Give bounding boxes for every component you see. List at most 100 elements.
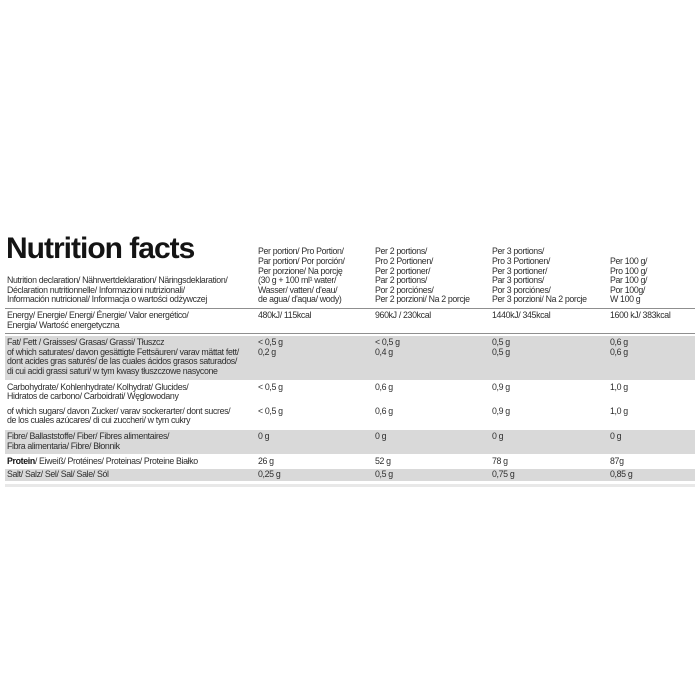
column-header-line: Per 3 portioner/ xyxy=(492,265,548,276)
value-fat-col3: 0,5 g xyxy=(492,346,510,357)
value-energy-col3: 1440kJ/ 345kcal xyxy=(492,310,551,320)
column-header-line: Wasser/ vatten/ d'eau/ xyxy=(258,284,338,295)
row-label: Fat/ Fett / Graisses/ Grasas/ Grassi/ Tł… xyxy=(5,338,258,348)
value-fat-col4: 0,6 g xyxy=(610,346,628,357)
table-header: Nutrition facts Nutrition declaration/ N… xyxy=(5,232,695,309)
label-line: Carbohydrate/ Kohlenhydrate/ Kolhydrat/ … xyxy=(7,381,189,392)
row-label: Energy/ Energie/ Energi/ Énergie/ Valor … xyxy=(5,310,258,330)
table-row-fibre: Fibre/ Ballaststoffe/ Fiber/ Fibres alim… xyxy=(5,429,695,455)
column-header-line: (30 g + 100 ml¹ water/ xyxy=(258,275,337,286)
row-entry: Fat/ Fett / Graisses/ Grasas/ Grassi/ Tł… xyxy=(5,338,695,348)
value-fibre-col1: 0 g xyxy=(258,430,270,441)
column-header-per-100-g: Per 100 g/Pro 100 g/Par 100 g/Por 100g/W… xyxy=(610,236,695,305)
value-salt-col3: 0,75 g xyxy=(492,468,515,479)
value-fibre-col4: 0 g xyxy=(610,430,622,441)
value-energy-col1: 480kJ/ 115kcal xyxy=(258,310,312,320)
declaration-line: Déclaration nutritionnelle/ Informazioni… xyxy=(7,284,185,295)
value-fibre-col3: 0 g xyxy=(492,430,504,441)
value-fibre-col2: 0 g xyxy=(375,430,387,441)
row-entry: of which saturates/ davon gesättigte Fet… xyxy=(5,346,695,377)
value-protein-col4: 87g xyxy=(610,456,624,467)
column-header-line: Per 3 portions/ xyxy=(492,246,544,257)
label-line: Salt/ Salz/ Sel/ Sal/ Sale/ Sól xyxy=(7,468,109,479)
row-entry: of which sugars/ davon Zucker/ varav soc… xyxy=(5,405,695,426)
row-entry: Salt/ Salz/ Sel/ Sal/ Sale/ Sól 0,25 g 0,5… xyxy=(5,468,695,480)
column-header-line: Por 100g/ xyxy=(610,284,645,295)
page-title: Nutrition facts xyxy=(6,232,195,265)
declaration-line: Información nutricional/ Informacja o wa… xyxy=(7,294,207,305)
table-row-energy: Energy/ Energie/ Energi/ Énergie/ Valor … xyxy=(5,309,695,335)
column-header-line: Per 2 portioner/ xyxy=(375,265,431,276)
column-header-line: Por 3 porciónes/ xyxy=(492,284,551,295)
label-line: Energia/ Wartość energetyczna xyxy=(7,319,120,330)
column-header-line: Par portion/ Por porción/ xyxy=(258,256,345,267)
row-entry: Fibre/ Ballaststoffe/ Fiber/ Fibres alim… xyxy=(5,430,695,451)
row-label: Salt/ Salz/ Sel/ Sal/ Sale/ Sól xyxy=(5,468,258,480)
column-header-line: Per porzione/ Na porcję xyxy=(258,265,343,276)
column-header-line: Per 100 g/ xyxy=(610,256,648,267)
label-line: di cui acidi grassi saturi/ w tym kwasy … xyxy=(7,365,218,376)
value-salt-col4: 0,85 g xyxy=(610,468,633,479)
value-carbohydrate-col4: 1,0 g xyxy=(610,381,628,392)
row-label: Fibre/ Ballaststoffe/ Fiber/ Fibres alim… xyxy=(5,430,258,451)
column-header-line: Per portion/ Pro Portion/ xyxy=(258,246,344,257)
row-entry: Protein/ Eiweiß/ Protéines/ Proteinas/ P… xyxy=(5,456,695,467)
value-carbohydrate-col4: 1,0 g xyxy=(610,405,628,416)
row-label: Protein/ Eiweiß/ Protéines/ Proteinas/ P… xyxy=(5,456,258,467)
declaration-line: Nutrition declaration/ Nährwertdeklarati… xyxy=(7,275,228,286)
value-energy-col4: 1600 kJ/ 383kcal xyxy=(610,310,671,320)
column-header-per-portion: Per portion/ Pro Portion/Par portion/ Po… xyxy=(258,236,375,305)
row-entry: Energy/ Energie/ Energi/ Énergie/ Valor … xyxy=(5,310,695,330)
column-header-line: Por 2 porciónes/ xyxy=(375,284,434,295)
value-fat-col1: 0,2 g xyxy=(258,346,276,357)
column-header-line: de agua/ d'aqua/ wody) xyxy=(258,294,342,305)
row-entry: Carbohydrate/ Kohlenhydrate/ Kolhydrat/ … xyxy=(5,381,695,402)
label-line: Hidratos de carbono/ Carboidrati/ Węglow… xyxy=(7,391,179,402)
table-bottom-rule xyxy=(5,484,695,488)
column-header-line: Pro 2 Portionen/ xyxy=(375,256,433,267)
nutrition-facts-table: Nutrition facts Nutrition declaration/ N… xyxy=(5,232,695,488)
row-label: of which saturates/ davon gesättigte Fet… xyxy=(5,346,258,377)
value-carbohydrate-col3: 0,9 g xyxy=(492,381,510,392)
table-row-protein: Protein/ Eiweiß/ Protéines/ Proteinas/ P… xyxy=(5,454,695,469)
table-row-fat: Fat/ Fett / Graisses/ Grasas/ Grassi/ Tł… xyxy=(5,336,695,380)
value-carbohydrate-col1: < 0,5 g xyxy=(258,381,283,392)
value-fat-col1: < 0,5 g xyxy=(258,337,283,348)
column-header-line: Pro 3 Portionen/ xyxy=(492,256,550,267)
value-salt-col2: 0,5 g xyxy=(375,468,393,479)
value-fat-col3: 0,5 g xyxy=(492,337,510,348)
column-header-line: Per 2 portions/ xyxy=(375,246,427,257)
header-label-cell: Nutrition facts Nutrition declaration/ N… xyxy=(5,232,258,305)
column-header-per-2-portions: Per 2 portions/Pro 2 Portionen/Per 2 por… xyxy=(375,236,492,305)
row-label: of which sugars/ davon Zucker/ varav soc… xyxy=(5,405,258,426)
value-carbohydrate-col2: 0,6 g xyxy=(375,405,393,416)
row-label: Carbohydrate/ Kohlenhydrate/ Kolhydrat/ … xyxy=(5,381,258,402)
table-row-carbohydrate: Carbohydrate/ Kohlenhydrate/ Kolhydrat/ … xyxy=(5,380,695,429)
nutrition-declaration: Nutrition declaration/ Nährwertdeklarati… xyxy=(5,276,258,305)
value-salt-col1: 0,25 g xyxy=(258,468,281,479)
label-line: of which saturates/ davon gesättigte Fet… xyxy=(7,346,239,357)
column-header-line: Per 2 porzioni/ Na 2 porcje xyxy=(375,294,470,305)
label-line: dont acides gras saturés/ de las cuales … xyxy=(7,356,237,367)
value-fat-col4: 0,6 g xyxy=(610,337,628,348)
value-protein-col3: 78 g xyxy=(492,456,508,467)
label-line: of which sugars/ davon Zucker/ varav soc… xyxy=(7,405,231,416)
label-line: Fat/ Fett / Graisses/ Grasas/ Grassi/ Tł… xyxy=(7,337,165,348)
value-fat-col2: 0,4 g xyxy=(375,346,393,357)
column-header-line: Par 100 g/ xyxy=(610,275,648,286)
label-line: Fibre/ Ballaststoffe/ Fiber/ Fibres alim… xyxy=(7,430,170,441)
value-carbohydrate-col2: 0,6 g xyxy=(375,381,393,392)
value-energy-col2: 960kJ / 230kcal xyxy=(375,310,431,320)
column-header-per-3-portions: Per 3 portions/Pro 3 Portionen/Per 3 por… xyxy=(492,236,610,305)
label-line: Energy/ Energie/ Energi/ Énergie/ Valor … xyxy=(7,310,189,320)
column-header-line: Pro 100 g/ xyxy=(610,265,648,276)
value-carbohydrate-col1: < 0,5 g xyxy=(258,405,283,416)
label-line: de los cuales azúcares/ di cui zuccheri/… xyxy=(7,415,191,426)
column-header-line: W 100 g xyxy=(610,294,641,305)
value-fat-col2: < 0,5 g xyxy=(375,337,400,348)
column-header-line: Per 3 porzioni/ Na 2 porcje xyxy=(492,294,587,305)
value-carbohydrate-col3: 0,9 g xyxy=(492,405,510,416)
value-protein-col2: 52 g xyxy=(375,456,391,467)
table-body: Energy/ Energie/ Energi/ Énergie/ Valor … xyxy=(5,309,695,482)
